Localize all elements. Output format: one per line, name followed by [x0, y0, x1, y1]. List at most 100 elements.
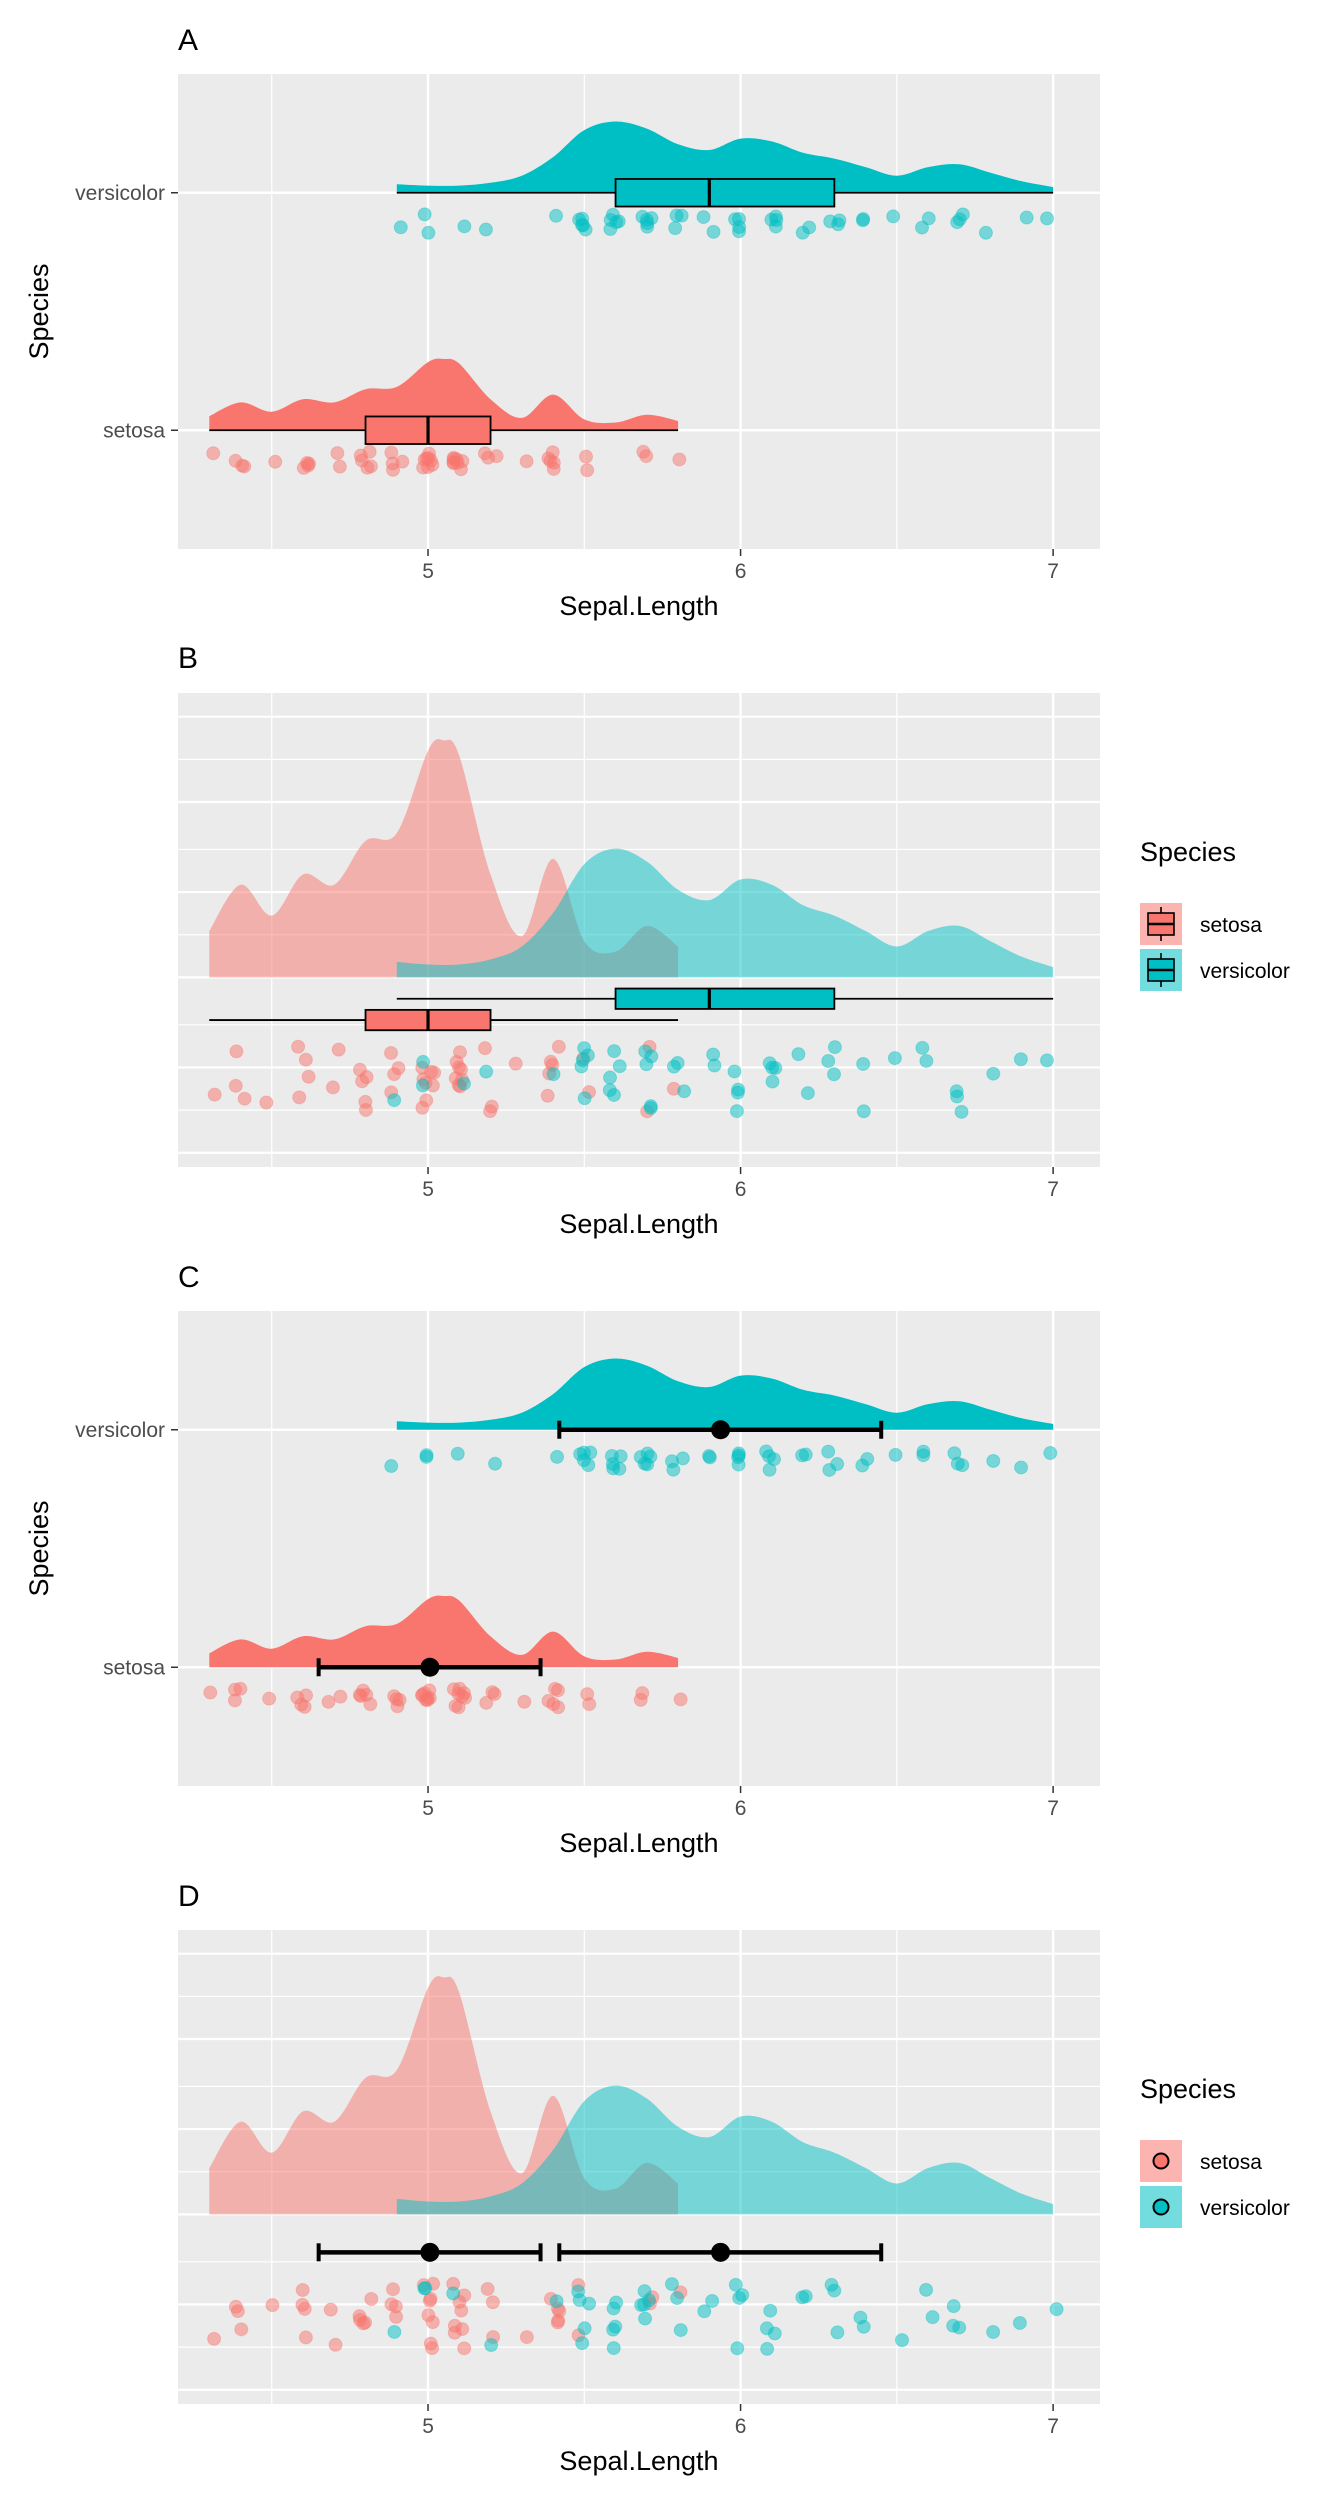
- panel-tag: B: [178, 642, 198, 675]
- point-versicolor: [830, 1457, 845, 1472]
- point-versicolor: [612, 1059, 627, 1074]
- point-setosa: [265, 2298, 280, 2313]
- point-versicolor: [640, 1457, 655, 1472]
- point-versicolor: [606, 2322, 621, 2337]
- point-setosa: [359, 1687, 374, 1702]
- point-versicolor: [640, 216, 655, 231]
- point-versicolor: [821, 1054, 836, 1069]
- point-versicolor: [677, 1084, 692, 1099]
- point-setosa: [457, 2341, 472, 2356]
- point-versicolor: [606, 2301, 621, 2316]
- point-setosa: [358, 1094, 373, 1109]
- point-versicolor: [732, 2290, 747, 2305]
- points-versicolor: [393, 207, 1055, 240]
- point-setosa: [363, 459, 378, 474]
- panel-d: D 5 6 7 Sepal.Length Species setosa versicolor: [178, 1880, 1290, 2476]
- point-versicolor: [638, 2311, 653, 2326]
- point-versicolor: [607, 1044, 622, 1059]
- point-setosa: [352, 1062, 367, 1077]
- point-setosa: [519, 2330, 534, 2345]
- point-versicolor: [795, 1448, 810, 1463]
- point-setosa: [415, 1100, 430, 1115]
- point-setosa: [384, 445, 399, 460]
- point-versicolor: [915, 1040, 930, 1055]
- series-versicolor: [393, 121, 1055, 240]
- point-versicolor: [732, 211, 747, 226]
- x-axis-title: Sepal.Length: [559, 1209, 718, 1239]
- point-versicolor: [827, 1067, 842, 1082]
- point-versicolor: [856, 1104, 871, 1119]
- point-setosa: [230, 2304, 245, 2319]
- point-setosa: [333, 1689, 348, 1704]
- point-versicolor: [664, 1454, 679, 1469]
- point-setosa: [385, 2282, 400, 2297]
- point-setosa: [427, 1065, 442, 1080]
- point-versicolor: [664, 2277, 679, 2292]
- y-tick-label: setosa: [103, 1656, 165, 1679]
- point-versicolor: [606, 2341, 621, 2356]
- point-versicolor: [921, 211, 936, 226]
- point-setosa: [418, 1692, 433, 1707]
- point-setosa: [268, 454, 283, 469]
- point-versicolor: [668, 221, 683, 236]
- point-versicolor: [604, 1448, 619, 1463]
- x-tick-label: 7: [1047, 1797, 1059, 1820]
- x-tick-label: 5: [422, 560, 434, 583]
- panel-tag: D: [178, 1880, 200, 1913]
- point-setosa: [362, 444, 377, 459]
- y-tick-label: setosa: [103, 419, 165, 442]
- y-tick-label: versicolor: [75, 1419, 165, 1442]
- point-setosa: [483, 1104, 498, 1119]
- series-versicolor: [384, 1358, 1058, 1477]
- point-versicolor: [387, 1093, 402, 1108]
- point-setosa: [672, 452, 687, 467]
- point-versicolor: [986, 2324, 1001, 2339]
- point-setosa: [388, 2299, 403, 2314]
- point-versicolor: [952, 212, 967, 227]
- point-versicolor: [919, 2282, 934, 2297]
- point-setosa: [356, 2316, 371, 2331]
- point-versicolor: [763, 2303, 778, 2318]
- point-setosa: [328, 2337, 343, 2352]
- point-setosa: [551, 1683, 566, 1698]
- point-versicolor: [915, 220, 930, 235]
- point-versicolor: [580, 1048, 595, 1063]
- point-versicolor: [795, 225, 810, 240]
- point-setosa: [384, 1045, 399, 1060]
- points-versicolor: [384, 1444, 1058, 1477]
- panel-c: C 5 6 7 Sepal.Length setosa versicolor Species: [24, 1261, 1100, 1858]
- density-versicolor: [396, 2085, 1054, 2215]
- y-axis-title: Species: [24, 263, 54, 359]
- point-setosa: [517, 1694, 532, 1709]
- point-versicolor: [853, 2310, 868, 2325]
- point-setosa: [229, 1044, 244, 1059]
- point-versicolor: [573, 1447, 588, 1462]
- point-versicolor: [765, 1074, 780, 1089]
- point-setosa: [452, 1045, 467, 1060]
- point-versicolor: [730, 2341, 745, 2356]
- point-setosa: [228, 1078, 243, 1093]
- density-setosa: [209, 358, 679, 431]
- point-setosa: [422, 446, 437, 461]
- point-versicolor: [986, 1066, 1001, 1081]
- point-versicolor: [731, 1448, 746, 1463]
- legend-label-versicolor: versicolor: [1200, 960, 1290, 983]
- point-setosa: [481, 450, 496, 465]
- point-versicolor: [549, 208, 564, 223]
- point-versicolor: [393, 220, 408, 235]
- legend-label-setosa: setosa: [1200, 914, 1262, 937]
- point-versicolor: [706, 224, 721, 239]
- mean-point: [420, 2242, 440, 2262]
- point-versicolor: [950, 1089, 965, 1104]
- point-setosa: [485, 2295, 500, 2310]
- point-versicolor: [895, 2333, 910, 2348]
- legend: Species setosa versicolor: [1140, 2074, 1290, 2228]
- density-setosa: [209, 1595, 679, 1668]
- point-versicolor: [919, 1053, 934, 1068]
- point-versicolor: [1040, 211, 1055, 226]
- point-setosa: [235, 458, 250, 473]
- point-versicolor: [484, 2338, 499, 2353]
- series-versicolor: [387, 848, 1054, 1119]
- mean-point: [711, 1420, 731, 1440]
- point-versicolor: [384, 1459, 399, 1474]
